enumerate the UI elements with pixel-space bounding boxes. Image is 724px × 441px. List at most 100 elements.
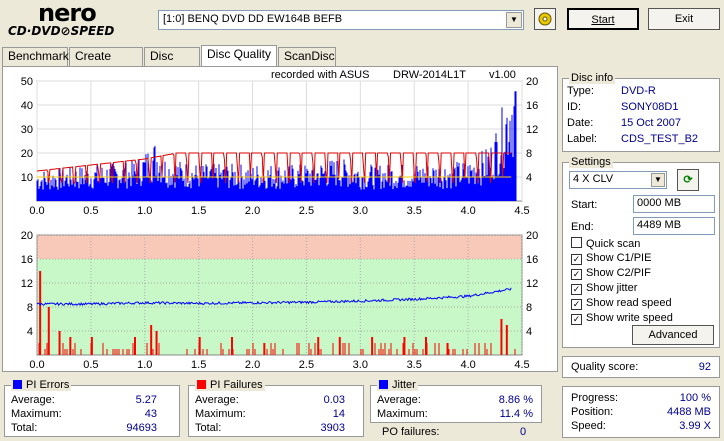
- checkbox-box[interactable]: ✓: [571, 299, 582, 310]
- chart2-x-tick: 4.5: [514, 359, 529, 371]
- chevron-down-icon[interactable]: ▼: [651, 173, 665, 187]
- chart1-y-right-tick: 4: [526, 172, 532, 184]
- disc-info-title: Disc info: [569, 72, 616, 84]
- chart1-y-left-tick: 50: [21, 76, 33, 88]
- chart2-failure-bar: [446, 343, 449, 355]
- checkbox-box[interactable]: ✓: [571, 284, 582, 295]
- jitter-avg-value: 8.86 %: [498, 394, 533, 406]
- progress-label: Progress:: [571, 392, 619, 404]
- chart2-failure-bar: [155, 331, 158, 355]
- tab-benchmark[interactable]: Benchmark: [2, 47, 69, 66]
- chevron-down-icon[interactable]: ▼: [506, 12, 522, 28]
- settings-group: Settings 4 X CLV ▼ ⟳ Start: 0000 MB End:…: [562, 156, 720, 348]
- chart2-failure-bar: [58, 331, 61, 355]
- speed-value: 3.99 X: [679, 420, 711, 432]
- chart2-y-right-tick: 12: [526, 278, 538, 290]
- drive-select[interactable]: [1:0] BENQ DVD DD EW164B BEFB ▼: [158, 10, 524, 30]
- pi-failures-max-label: Maximum:: [195, 408, 246, 420]
- chart1-y-right-tick: 16: [526, 100, 538, 112]
- logo-line1: nero: [38, 0, 97, 27]
- chart1-y-right-tick: 20: [526, 76, 538, 88]
- chart1-x-tick: 0.5: [83, 205, 98, 217]
- pi-errors-total-label: Total:: [11, 422, 38, 434]
- pi-errors-total-value: 94693: [126, 422, 157, 434]
- po-failures-label: PO failures:: [382, 426, 440, 438]
- chart2-band-green: [37, 259, 522, 355]
- chart1-x-tick: 4.5: [514, 205, 529, 217]
- checkbox-label: Show write speed: [586, 312, 673, 324]
- chart2-y-left-tick: 4: [27, 326, 33, 338]
- pi-errors-group: PI Errors Average: 5.27 Maximum: 43 Tota…: [4, 379, 180, 437]
- pi-errors-avg-label: Average:: [11, 394, 55, 406]
- quality-score-group: Quality score: 92: [562, 356, 720, 378]
- eject-button[interactable]: [534, 8, 556, 30]
- chart2-y-left-tick: 16: [21, 254, 33, 266]
- chart2-failure-bar: [90, 337, 93, 355]
- chart2-failure-bar: [231, 337, 233, 355]
- pi-failures-avg-label: Average:: [195, 394, 239, 406]
- progress-value: 100 %: [679, 392, 711, 404]
- pi-errors-title: PI Errors: [11, 379, 72, 391]
- chart2-x-tick: 3.0: [353, 359, 368, 371]
- pi-failures-title-text: PI Failures: [210, 379, 263, 391]
- id-label: ID:: [567, 101, 582, 113]
- checkbox-box[interactable]: [571, 237, 582, 248]
- chart2-jitter-line: [36, 287, 512, 307]
- start-input[interactable]: 0000 MB: [633, 195, 715, 213]
- refresh-icon[interactable]: ⟳: [677, 169, 699, 191]
- chart2-x-tick: 4.0: [460, 359, 475, 371]
- speed-select[interactable]: 4 X CLV ▼: [569, 171, 667, 189]
- checkbox-show-c1-pie[interactable]: ✓ Show C1/PIE: [571, 252, 651, 265]
- chart2-failure-bar: [198, 337, 201, 355]
- chart2-y-left-tick: 20: [21, 230, 33, 242]
- pi-failures-total-value: 3903: [320, 422, 345, 434]
- chart2-x-tick: 0.0: [29, 359, 44, 371]
- checkbox-quick-scan[interactable]: Quick scan: [571, 237, 640, 250]
- checkbox-label: Show C1/PIE: [586, 252, 652, 264]
- chart1-x-tick: 1.0: [137, 205, 152, 217]
- chart2-failure-bar: [39, 271, 42, 355]
- chart2-failure-bar: [69, 337, 72, 355]
- tab-create-disc[interactable]: Create Disc: [69, 47, 143, 80]
- advanced-button[interactable]: Advanced: [632, 325, 714, 345]
- pi-failures-total-label: Total:: [195, 422, 222, 434]
- checkbox-box[interactable]: ✓: [571, 254, 582, 265]
- chart2-y-right-tick: 4: [526, 326, 532, 338]
- pi-failures-avg-value: 0.03: [323, 394, 345, 406]
- tab-disc-info[interactable]: Disc Info: [144, 47, 200, 80]
- checkbox-show-write-speed[interactable]: ✓ Show write speed: [571, 312, 673, 325]
- chart2-failure-noise: [38, 343, 516, 355]
- end-input[interactable]: 4489 MB: [633, 217, 715, 235]
- jitter-max-label: Maximum:: [377, 408, 428, 420]
- chart1-x-tick: 4.0: [460, 205, 475, 217]
- disc-refresh-icon: [538, 12, 552, 26]
- position-value: 4488 MB: [666, 406, 711, 418]
- pi-failures-group: PI Failures Average: 0.03 Maximum: 14 To…: [188, 379, 364, 437]
- checkbox-label: Quick scan: [586, 238, 641, 250]
- jitter-title: Jitter: [377, 379, 418, 391]
- checkbox-box[interactable]: ✓: [571, 314, 582, 325]
- tab-scandisc[interactable]: ScanDisc: [278, 47, 336, 66]
- checkbox-show-jitter[interactable]: ✓ Show jitter: [571, 282, 637, 295]
- tab-disc-quality[interactable]: Disc Quality: [201, 45, 277, 67]
- pi-errors-avg-value: 5.27: [135, 394, 157, 406]
- chart2-x-tick: 3.5: [407, 359, 422, 371]
- checkbox-show-c2-pif[interactable]: ✓ Show C2/PIF: [571, 267, 651, 280]
- exit-button[interactable]: Exit: [648, 8, 720, 30]
- legend-swatch-jitter: [379, 380, 388, 389]
- chart2-failure-bar: [263, 343, 266, 355]
- start-button[interactable]: Start: [567, 8, 639, 30]
- chart1-y-right-tick: 8: [526, 148, 532, 160]
- chart2-failure-bar: [317, 337, 320, 355]
- type-label: Type:: [567, 85, 594, 97]
- chart2-x-tick: 1.0: [137, 359, 152, 371]
- chart2-failure-bar: [338, 337, 341, 355]
- checkbox-box[interactable]: ✓: [571, 269, 582, 280]
- drive-select-value: [1:0] BENQ DVD DD EW164B BEFB: [163, 13, 343, 25]
- chart-drive-name: DRW-2014L1T: [393, 69, 466, 81]
- pi-errors-max-label: Maximum:: [11, 408, 62, 420]
- chart-panel: recorded with ASUS DRW-2014L1T v1.00 10 2…: [2, 66, 558, 372]
- chart2-x-tick: 1.5: [191, 359, 206, 371]
- checkbox-show-read-speed[interactable]: ✓ Show read speed: [571, 297, 672, 310]
- chart1-x-tick: 3.5: [407, 205, 422, 217]
